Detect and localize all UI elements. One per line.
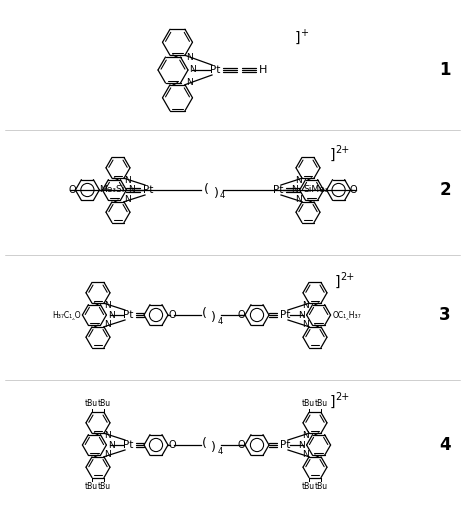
- Text: ): ): [213, 186, 219, 199]
- Text: Pt: Pt: [123, 310, 133, 320]
- Text: Pt: Pt: [280, 440, 290, 450]
- Text: N: N: [105, 301, 111, 310]
- Text: 2+: 2+: [340, 272, 354, 282]
- Text: ]: ]: [330, 148, 336, 162]
- Text: N: N: [190, 66, 196, 75]
- Text: tBu: tBu: [98, 482, 111, 491]
- Text: N: N: [124, 195, 132, 204]
- Text: ]: ]: [295, 31, 300, 45]
- Text: N: N: [302, 320, 308, 329]
- Text: N: N: [295, 176, 301, 185]
- Text: H: H: [259, 65, 267, 75]
- Text: N: N: [299, 311, 305, 320]
- Text: SiMe₃: SiMe₃: [303, 185, 329, 194]
- Text: ): ): [211, 312, 216, 325]
- Text: N: N: [292, 185, 298, 194]
- Text: 4: 4: [439, 436, 451, 454]
- Text: O: O: [168, 310, 176, 320]
- Text: Pt: Pt: [210, 65, 220, 75]
- Text: Pt: Pt: [273, 185, 283, 195]
- Text: 4: 4: [218, 446, 223, 456]
- Text: ]: ]: [335, 275, 341, 289]
- Text: N: N: [124, 176, 132, 185]
- Text: +: +: [300, 28, 308, 38]
- Text: O: O: [237, 440, 245, 450]
- Text: N: N: [108, 440, 115, 449]
- Text: tBu: tBu: [315, 482, 328, 491]
- Text: H₃₇C₁‸O: H₃₇C₁‸O: [52, 311, 80, 320]
- Text: O: O: [69, 185, 76, 195]
- Text: 3: 3: [439, 306, 451, 324]
- Text: N: N: [186, 53, 192, 62]
- Text: ): ): [211, 441, 216, 454]
- Text: (: (: [202, 437, 207, 450]
- Text: O: O: [350, 185, 358, 195]
- Text: tBu: tBu: [302, 482, 315, 491]
- Text: Pt: Pt: [143, 185, 153, 195]
- Text: N: N: [105, 320, 111, 329]
- Text: N: N: [299, 440, 305, 449]
- Text: O: O: [168, 440, 176, 450]
- Text: ]: ]: [330, 395, 336, 409]
- Text: (: (: [202, 308, 207, 321]
- Text: N: N: [295, 195, 301, 204]
- Text: Me₃Si: Me₃Si: [99, 185, 124, 194]
- Text: OC₁‸H₃₇: OC₁‸H₃₇: [333, 311, 361, 320]
- Text: 2: 2: [439, 181, 451, 199]
- Text: 4: 4: [218, 317, 223, 326]
- Text: tBu: tBu: [315, 399, 328, 408]
- Text: N: N: [302, 450, 308, 459]
- Text: 2+: 2+: [335, 392, 349, 402]
- Text: N: N: [108, 311, 115, 320]
- Text: (: (: [204, 182, 208, 195]
- Text: 1: 1: [439, 61, 451, 79]
- Text: N: N: [302, 301, 308, 310]
- Text: N: N: [105, 431, 111, 440]
- Text: 2+: 2+: [335, 145, 349, 155]
- Text: N: N: [105, 450, 111, 459]
- Text: tBu: tBu: [85, 482, 98, 491]
- Text: tBu: tBu: [85, 399, 98, 408]
- Text: N: N: [302, 431, 308, 440]
- Text: N: N: [186, 78, 192, 87]
- Text: N: N: [128, 185, 135, 194]
- Text: Pt: Pt: [123, 440, 133, 450]
- Text: 4: 4: [220, 191, 225, 200]
- Text: tBu: tBu: [98, 399, 111, 408]
- Text: O: O: [237, 310, 245, 320]
- Text: tBu: tBu: [302, 399, 315, 408]
- Text: Pt: Pt: [280, 310, 290, 320]
